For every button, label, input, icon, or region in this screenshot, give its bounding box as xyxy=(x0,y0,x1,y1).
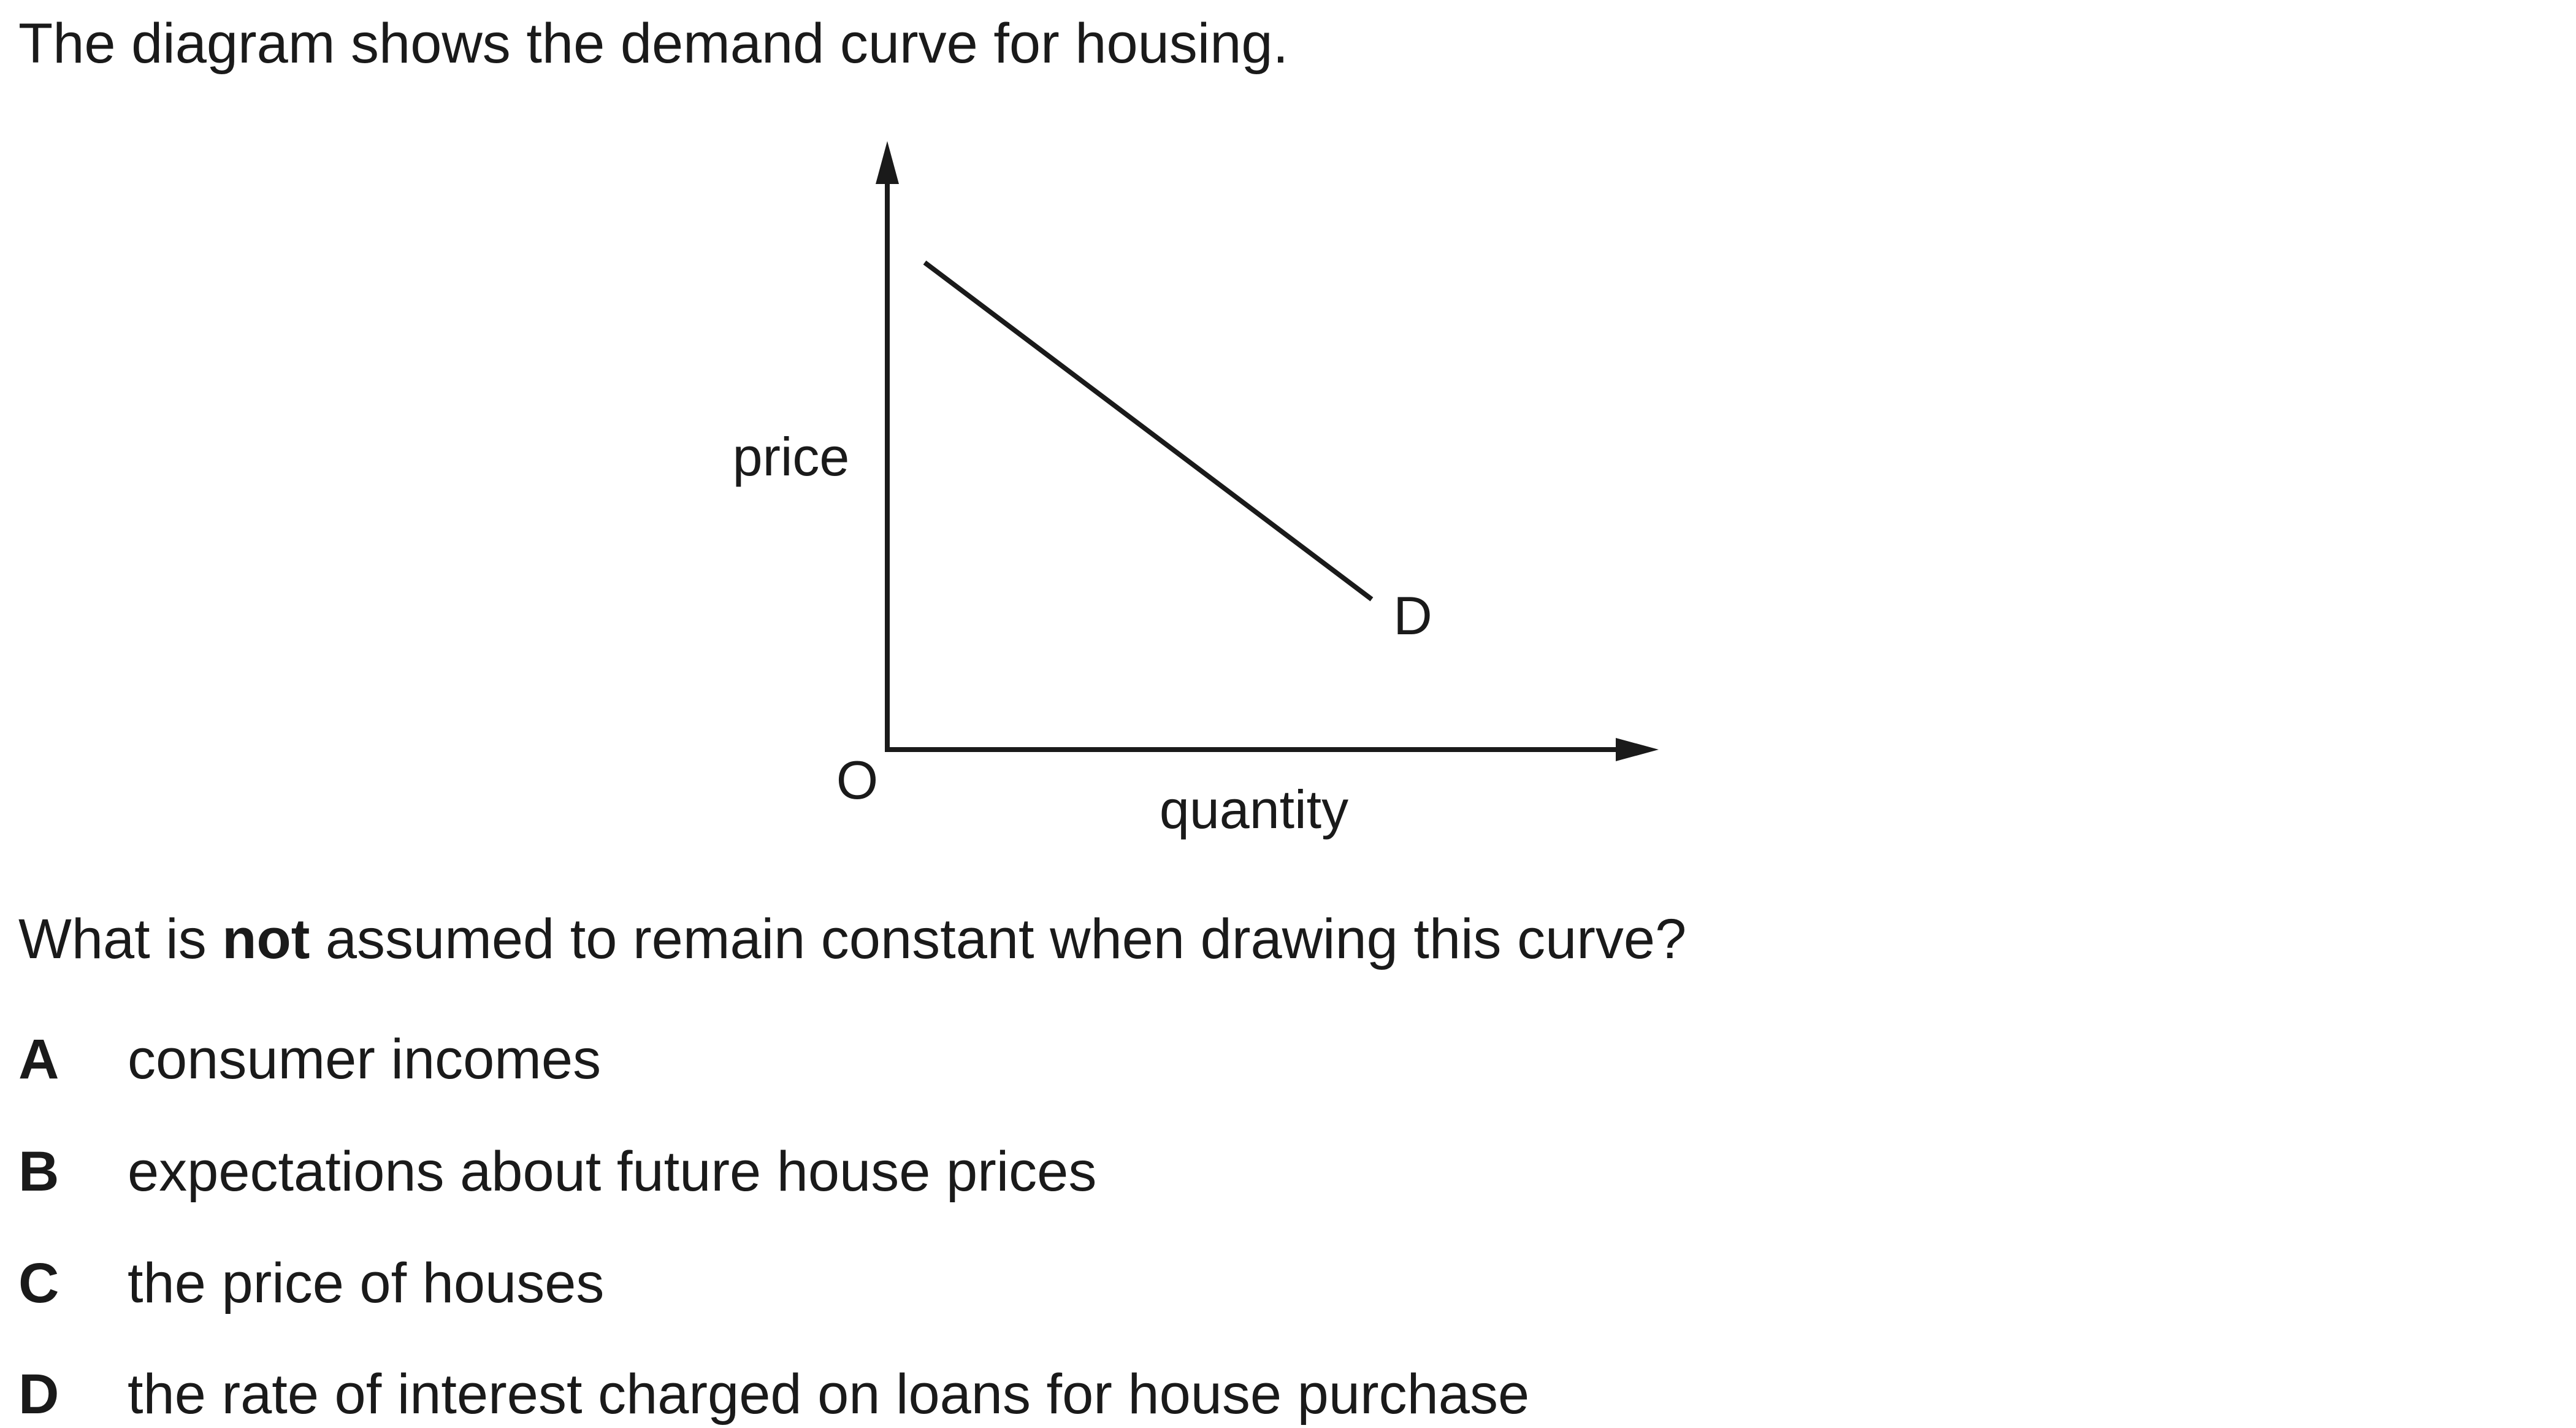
question-suffix: assumed to remain constant when drawing … xyxy=(310,908,1687,970)
x-axis-arrow-icon xyxy=(1616,738,1659,761)
y-axis-label: price xyxy=(733,426,850,487)
question-text: What is not assumed to remain constant w… xyxy=(18,905,1686,973)
option-text: consumer incomes xyxy=(128,1028,602,1091)
option-text: the rate of interest charged on loans fo… xyxy=(128,1363,1530,1426)
y-axis-arrow-icon xyxy=(876,141,899,184)
option-letter: D xyxy=(18,1363,59,1426)
option-letter: C xyxy=(18,1252,59,1315)
question-emphasis: not xyxy=(222,908,310,970)
option-text: expectations about future house prices xyxy=(128,1140,1097,1203)
question-prefix: What is xyxy=(18,908,223,970)
demand-curve xyxy=(923,260,1374,602)
option-letter: A xyxy=(18,1028,59,1091)
intro-text: The diagram shows the demand curve for h… xyxy=(18,12,1289,75)
option-letter: B xyxy=(18,1140,59,1203)
x-axis-label: quantity xyxy=(1160,779,1348,840)
origin-label: O xyxy=(836,750,878,810)
option-text: the price of houses xyxy=(128,1252,605,1315)
curve-label: D xyxy=(1393,585,1432,646)
